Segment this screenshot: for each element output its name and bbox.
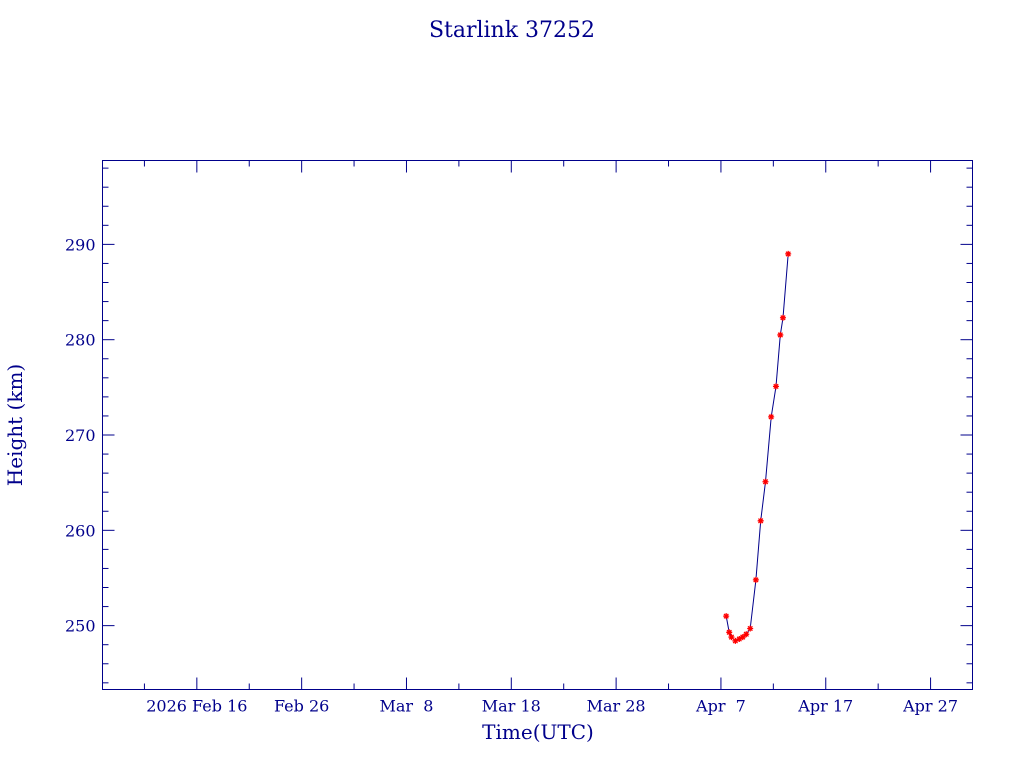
data-point-marker	[739, 634, 746, 641]
y-tick-labels: 250 260 270 280 290	[65, 235, 96, 635]
y-tick-label: 290	[65, 235, 96, 254]
y-tick-label: 260	[65, 521, 96, 540]
data-point-marker	[779, 314, 786, 321]
data-point-marker	[728, 634, 735, 641]
y-tick-label: 270	[65, 426, 96, 445]
x-tick-label: Apr 17	[797, 697, 853, 716]
axis-ticks	[102, 160, 973, 690]
x-tick-label: Mar 18	[482, 697, 541, 716]
data-point-marker	[736, 635, 743, 642]
data-point-marker	[752, 576, 759, 583]
data-point-marker	[732, 637, 739, 644]
data-point-marker	[762, 478, 769, 485]
x-tick-label: Mar 8	[380, 697, 434, 716]
x-axis-label: Time(UTC)	[482, 720, 594, 744]
data-point-marker	[768, 413, 775, 420]
data-point-marker	[772, 383, 779, 390]
data-point-marker	[726, 629, 733, 636]
plot-frame	[102, 160, 973, 690]
x-tick-label: Apr 27	[902, 697, 958, 716]
y-tick-label: 250	[65, 617, 96, 636]
chart-title: Starlink 37252	[429, 18, 595, 43]
x-tick-label: Feb 26	[274, 697, 329, 716]
x-tick-label: Mar 28	[587, 697, 646, 716]
data-point-marker	[743, 631, 750, 638]
y-axis-label: Height (km)	[3, 364, 27, 486]
data-point-marker	[785, 250, 792, 257]
data-points	[723, 250, 792, 644]
data-point-marker	[777, 331, 784, 338]
y-tick-label: 280	[65, 331, 96, 350]
x-tick-label: Apr 7	[695, 697, 746, 716]
data-point-marker	[757, 517, 764, 524]
series-line	[725, 253, 789, 642]
x-tick-label: 2026 Feb 16	[146, 697, 247, 716]
data-point-marker	[747, 625, 754, 632]
x-tick-labels: 2026 Feb 16 Feb 26 Mar 8 Mar 18 Mar 28 Apr 7 A…	[146, 697, 958, 716]
data-point-marker	[723, 613, 730, 620]
